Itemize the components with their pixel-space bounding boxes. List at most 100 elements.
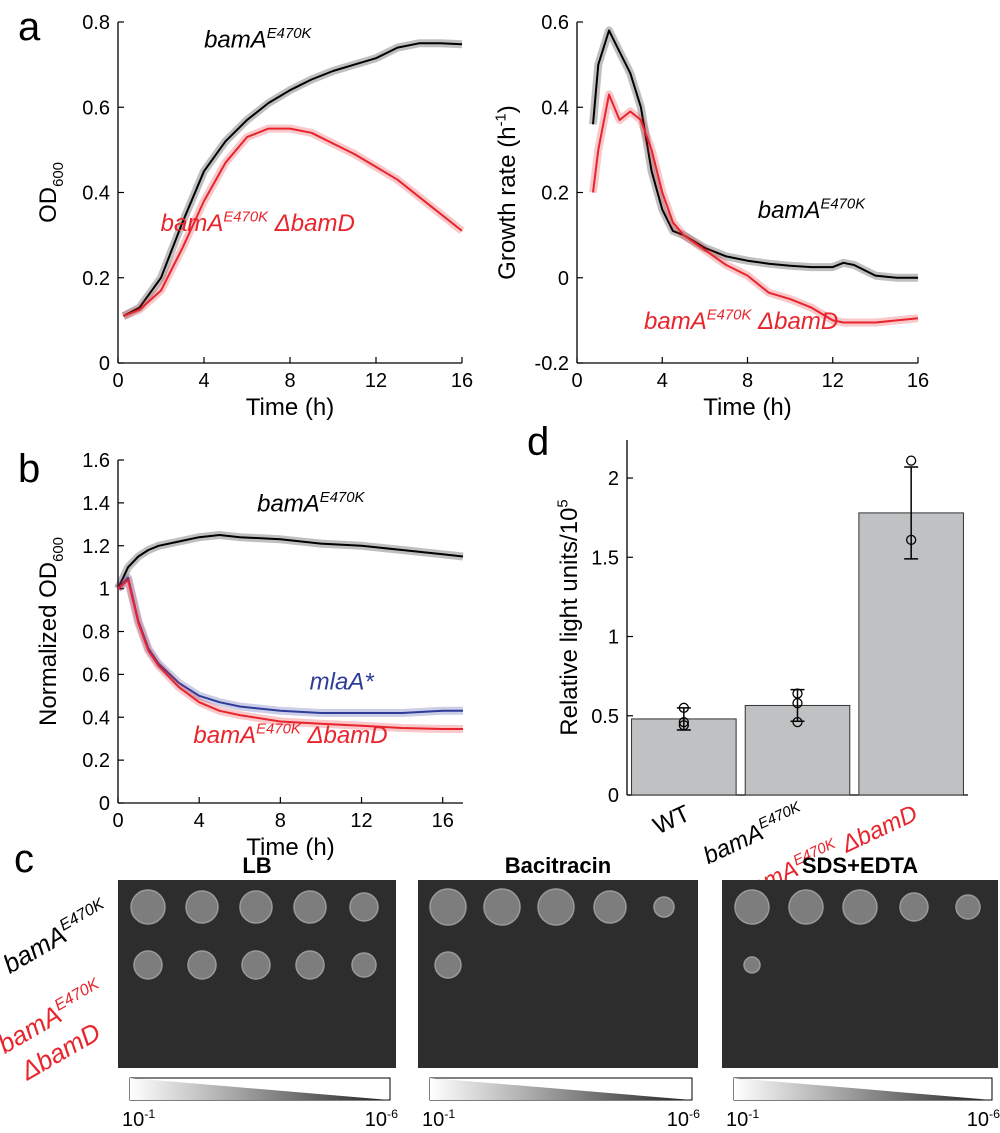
y-tick-label: 2 [608,468,619,490]
text-part: 10 [365,1109,387,1131]
x-axis-label: Time (h) [246,394,334,421]
condition-title: Bacitracin [505,853,611,878]
dilution-wedge [430,1078,692,1100]
x-tick-label: 4 [198,370,209,392]
text-part: Time (h) [246,394,334,421]
text-part: -1 [444,1107,455,1121]
x-tick-label: 16 [907,370,929,392]
data-point [678,716,689,728]
line [122,42,463,317]
y-tick-label: 1 [99,579,110,601]
line-band [115,573,463,717]
text-part: bamA [257,490,320,517]
x-tick-label: 16 [451,370,473,392]
y-tick-label: 1.4 [82,493,110,515]
text-part: Growth rate (h [494,126,521,279]
line [117,534,464,590]
panel-label: a [18,5,41,49]
dilution-wedge [734,1078,992,1100]
text-part: mlaA* [310,668,375,695]
text-part: ) [494,105,521,113]
y-tick-label: 0.2 [82,750,110,772]
dilution-wedge [130,1078,390,1100]
line-band [115,576,463,733]
line [592,29,918,279]
colony [899,892,929,922]
text-part: -6 [387,1107,398,1121]
y-axis-label: OD600 [35,162,67,223]
x-axis-label: Time (h) [703,394,791,421]
text-part: -1 [493,113,509,126]
series-label: bamAE470K [204,26,312,54]
y-tick-label: 0.5 [591,706,619,728]
text-part: bamA [161,210,224,237]
text-part: Normalized OD [35,562,62,726]
y-tick-label: 0.4 [82,183,110,205]
dilution-end: 10-6 [667,1107,700,1131]
y-axis-label: Relative light units/105 [555,499,583,735]
x-tick-label: 12 [365,370,387,392]
x-tick-label: 0 [112,810,123,832]
line [123,127,463,318]
line [117,576,463,714]
colony [537,888,575,926]
series-label: bamAE470K [758,196,866,224]
y-tick-label: 0.6 [82,97,110,119]
y-tick-label: 0 [608,785,619,807]
dilution-start: 10-1 [422,1107,455,1131]
bar [858,512,964,796]
colony [241,950,271,980]
x-tick-label: 4 [194,810,205,832]
text-part: E470K [267,26,313,42]
text-part: bamA [758,197,821,224]
panel-label: d [527,420,549,464]
y-tick-label: 0.2 [541,183,569,205]
colony [593,890,627,924]
text-part: bamA [193,722,256,749]
y-tick-label: 0 [558,268,569,290]
error-bar [904,466,919,560]
data-point [906,455,917,466]
data-point [906,534,917,545]
text-part: OD [35,187,62,223]
data-point [678,702,689,713]
x-tick-label: 0 [112,370,123,392]
y-tick-label: 1.2 [82,536,110,558]
text-part: E470K [820,196,866,212]
text-part: Time (h) [246,834,334,861]
bar [631,718,737,796]
series-label: bamAE470K ΔbamD [161,209,355,237]
y-tick-label: 1.5 [591,547,619,569]
data-point [678,720,689,731]
colony [788,889,824,925]
panel-label: b [18,447,40,491]
text-part: -6 [989,1107,1000,1121]
text-part: ΔbamD [832,800,922,861]
line [592,93,919,324]
x-tick-label: 8 [275,810,286,832]
condition-title: LB [242,853,271,878]
dilution-start: 10-1 [122,1107,155,1131]
data-point [792,697,803,709]
text-part: 5 [555,499,571,507]
condition-title: SDS+EDTA [802,853,918,878]
colony [187,950,217,980]
colony [351,952,377,978]
y-tick-label: 0.2 [82,268,110,290]
series-label: bamAE470K ΔbamD [644,307,838,335]
colony [295,950,325,980]
text-part: -1 [748,1107,759,1121]
x-axis-label: Time (h) [246,834,334,861]
x-tick-label: 16 [432,810,454,832]
colony [130,889,166,925]
y-tick-label: 1.6 [82,450,110,472]
text-part: -6 [689,1107,700,1121]
text-part: E470K [320,490,366,506]
series-label: bamAE470K ΔbamD [193,721,387,749]
text-part: bamA [204,27,267,54]
text-part: E470K [223,209,269,225]
y-tick-label: 0 [99,353,110,375]
text-part: 10 [422,1109,444,1131]
text-part: -1 [144,1107,155,1121]
x-tick-label: 12 [822,370,844,392]
